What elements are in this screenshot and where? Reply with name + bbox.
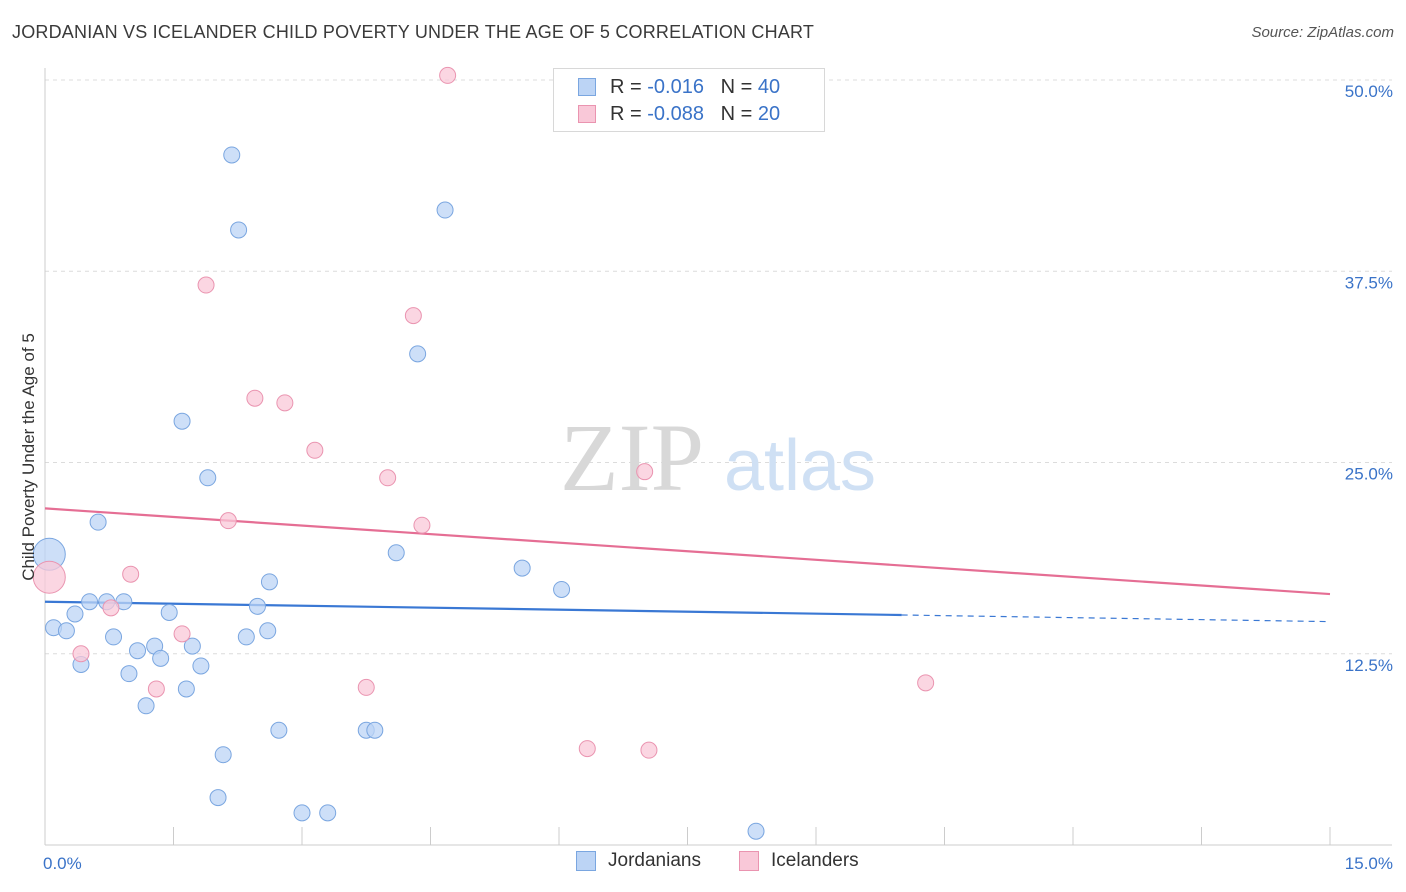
legend-r-value: -0.016 xyxy=(647,75,704,98)
legend-label-icelanders: Icelanders xyxy=(771,850,859,871)
data-point-jordanians xyxy=(137,697,155,715)
axes xyxy=(44,68,1392,846)
legend-label-jordanians: Jordanians xyxy=(608,850,701,871)
data-point-jordanians xyxy=(409,345,427,363)
tick-labels: 12.5% 25.0% 37.5% 50.0% 0.0% 15.0% xyxy=(43,82,1393,873)
y-tick-label: 12.5% xyxy=(1345,656,1393,675)
data-point-jordanians xyxy=(237,628,255,646)
x-tick-label: 15.0% xyxy=(1345,854,1393,873)
trend-lines xyxy=(44,507,1331,623)
data-point-jordanians xyxy=(105,628,123,646)
data-point-jordanians xyxy=(81,593,99,611)
data-point-jordanians xyxy=(129,642,147,660)
data-point-jordanians xyxy=(436,201,454,219)
data-point-icelanders xyxy=(219,512,237,530)
data-point-icelanders xyxy=(636,463,654,481)
y-tick-label: 37.5% xyxy=(1345,273,1393,292)
x-tick-label: 0.0% xyxy=(43,854,82,873)
data-point-jordanians xyxy=(177,680,195,698)
watermark-atlas: atlas xyxy=(724,426,876,506)
data-point-jordanians xyxy=(513,559,531,577)
trend-line-icelanders xyxy=(44,507,1331,596)
data-point-icelanders xyxy=(173,625,191,643)
data-point-icelanders xyxy=(102,599,120,617)
data-point-icelanders xyxy=(246,389,264,407)
data-point-icelanders xyxy=(122,565,140,583)
data-point-jordanians xyxy=(89,513,107,531)
y-axis-label: Child Poverty Under the Age of 5 xyxy=(19,333,38,581)
legend-r-label: R = xyxy=(610,75,642,98)
data-point-jordanians xyxy=(192,657,210,675)
data-point-jordanians xyxy=(199,469,217,487)
data-point-icelanders xyxy=(413,516,431,534)
data-point-icelanders xyxy=(578,740,596,758)
data-points xyxy=(32,66,935,840)
y-tick-label: 25.0% xyxy=(1345,465,1393,484)
data-point-jordanians xyxy=(209,789,227,807)
legend-swatch-jordanians xyxy=(576,851,596,871)
data-point-icelanders xyxy=(147,680,165,698)
data-point-jordanians xyxy=(230,221,248,239)
data-point-jordanians xyxy=(223,146,241,164)
data-point-icelanders xyxy=(357,678,375,696)
legend-swatch-jordanians xyxy=(578,78,596,96)
legend-n-value: 40 xyxy=(757,75,781,98)
legend-row-jordanians: R = -0.016 N = 40 xyxy=(578,74,780,100)
legend-n-label: N = xyxy=(720,75,753,98)
data-point-jordanians xyxy=(173,412,191,430)
data-point-icelanders xyxy=(306,441,324,459)
data-point-jordanians xyxy=(366,721,384,739)
data-point-jordanians xyxy=(259,622,277,640)
correlation-legend: R = -0.016 N = 40 R = -0.088 N = 20 xyxy=(553,68,825,132)
data-point-icelanders xyxy=(917,674,935,692)
data-point-icelanders xyxy=(640,741,658,759)
data-point-jordanians xyxy=(387,544,405,562)
legend-swatch-icelanders xyxy=(739,851,759,871)
data-point-jordanians xyxy=(160,603,178,621)
data-point-icelanders xyxy=(197,276,215,294)
y-tick-label: 50.0% xyxy=(1345,82,1393,101)
trend-line-dashed-jordanians xyxy=(901,614,1331,623)
legend-row-icelanders: R = -0.088 N = 20 xyxy=(578,101,780,127)
data-point-jordanians xyxy=(747,822,765,840)
data-point-jordanians xyxy=(553,580,571,598)
legend-r-value: -0.088 xyxy=(647,102,704,125)
data-point-jordanians xyxy=(66,605,84,623)
data-point-icelanders xyxy=(404,307,422,325)
data-point-jordanians xyxy=(183,637,201,655)
data-point-jordanians xyxy=(57,622,75,640)
data-point-jordanians xyxy=(152,649,170,667)
legend-item-icelanders[interactable]: Icelanders xyxy=(739,850,859,872)
watermark: ZIP atlas xyxy=(560,404,876,511)
chart-title: JORDANIAN VS ICELANDER CHILD POVERTY UND… xyxy=(12,22,815,42)
data-point-jordanians xyxy=(120,665,138,683)
data-point-jordanians xyxy=(260,573,278,591)
data-point-jordanians xyxy=(270,721,288,739)
legend-n-label: N = xyxy=(720,102,753,125)
source-label: Source: ZipAtlas.com xyxy=(1251,24,1394,41)
data-point-icelanders xyxy=(379,469,397,487)
legend-item-jordanians[interactable]: Jordanians xyxy=(576,850,701,872)
watermark-zip: ZIP xyxy=(560,404,704,511)
data-point-icelanders xyxy=(439,66,457,84)
data-point-icelanders xyxy=(72,645,90,663)
legend-swatch-icelanders xyxy=(578,105,596,123)
legend-r-label: R = xyxy=(610,102,642,125)
legend-n-value: 20 xyxy=(757,102,781,125)
data-point-jordanians xyxy=(248,597,266,615)
data-point-icelanders xyxy=(276,394,294,412)
data-point-jordanians xyxy=(293,804,311,822)
data-point-jordanians xyxy=(214,746,232,764)
trend-line-jordanians xyxy=(44,600,902,617)
grid-lines xyxy=(45,79,1392,655)
data-point-jordanians xyxy=(319,804,337,822)
series-legend: Jordanians Icelanders xyxy=(0,850,1406,878)
data-point-icelanders xyxy=(32,560,66,594)
